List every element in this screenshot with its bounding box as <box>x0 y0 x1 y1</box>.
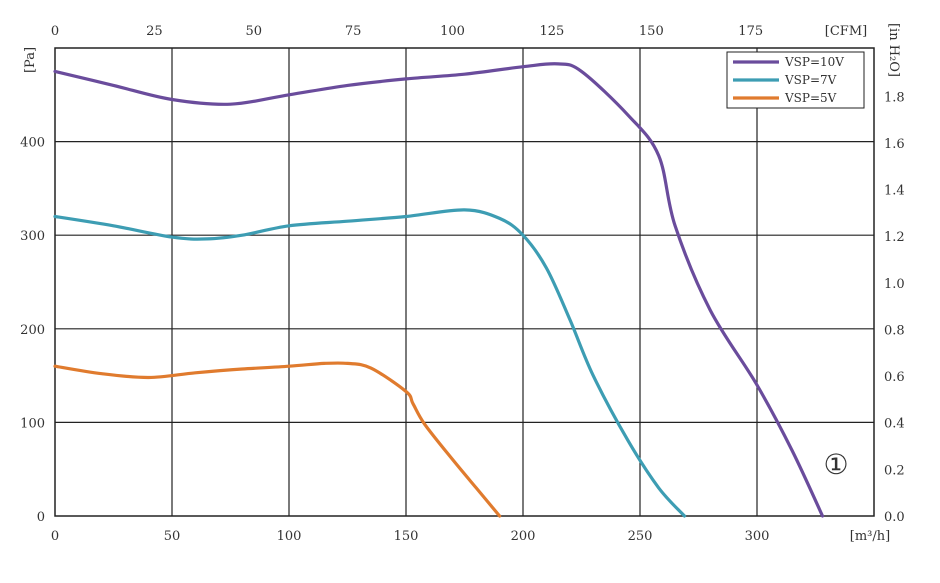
legend-label: VSP=10V <box>784 55 844 69</box>
bottom-axis-unit-label: [m³/h] <box>850 529 890 544</box>
right-axis-unit-label: [in H₂O] <box>886 23 901 77</box>
x-tick-label-top: 125 <box>540 24 565 39</box>
plot-frame <box>54 47 875 517</box>
y-tick-label-left: 400 <box>20 136 45 151</box>
y-tick-label-right: 1.6 <box>884 137 905 152</box>
y-tick-label-right: 0.4 <box>884 417 905 432</box>
x-tick-label-bottom: 50 <box>164 529 181 544</box>
y-tick-label-right: 0.0 <box>884 510 905 525</box>
legend-label: VSP=7V <box>784 73 837 87</box>
y-tick-label-left: 0 <box>37 510 45 525</box>
x-tick-label-bottom: 0 <box>51 529 59 544</box>
x-tick-label-bottom: 200 <box>511 529 536 544</box>
legend-label: VSP=5V <box>784 91 837 105</box>
series-line-2 <box>53 208 687 518</box>
y-tick-label-right: 1.8 <box>884 90 905 105</box>
x-tick-label-bottom: 150 <box>394 529 419 544</box>
series-line-1 <box>53 62 825 518</box>
y-tick-label-left: 200 <box>20 323 45 338</box>
x-tick-label-bottom: 250 <box>628 529 653 544</box>
y-tick-label-right: 1.4 <box>884 184 905 199</box>
y-tick-label-right: 0.2 <box>884 463 905 478</box>
x-tick-label-top: 75 <box>345 24 362 39</box>
y-tick-label-right: 0.6 <box>884 370 905 385</box>
x-tick-label-top: 175 <box>738 24 763 39</box>
series-lines <box>53 62 825 518</box>
x-tick-label-top: 150 <box>639 24 664 39</box>
series-line-3 <box>53 361 502 518</box>
y-tick-label-right: 1.2 <box>884 230 905 245</box>
top-axis-unit-label: [CFM] <box>825 24 867 39</box>
x-tick-label-bottom: 300 <box>745 529 770 544</box>
left-axis-unit-label: [Pa] <box>23 47 38 73</box>
x-tick-label-bottom: 100 <box>277 529 302 544</box>
y-tick-label-left: 300 <box>20 229 45 244</box>
y-tick-label-right: 1.0 <box>884 277 905 292</box>
grid <box>55 48 874 516</box>
y-tick-label-left: 100 <box>20 416 45 431</box>
y-tick-label-right: 0.8 <box>884 323 905 338</box>
curve-annotation-number: ① <box>823 448 848 481</box>
legend: VSP=10V VSP=7V VSP=5V <box>726 51 865 109</box>
tick-labels: 0 50 100 150 200 250 300 0 100 200 300 400 0 25 50 75 10… <box>20 24 905 544</box>
x-tick-label-top: 25 <box>146 24 163 39</box>
x-tick-label-top: 100 <box>440 24 465 39</box>
x-tick-label-top: 0 <box>51 24 59 39</box>
x-tick-label-top: 50 <box>246 24 263 39</box>
